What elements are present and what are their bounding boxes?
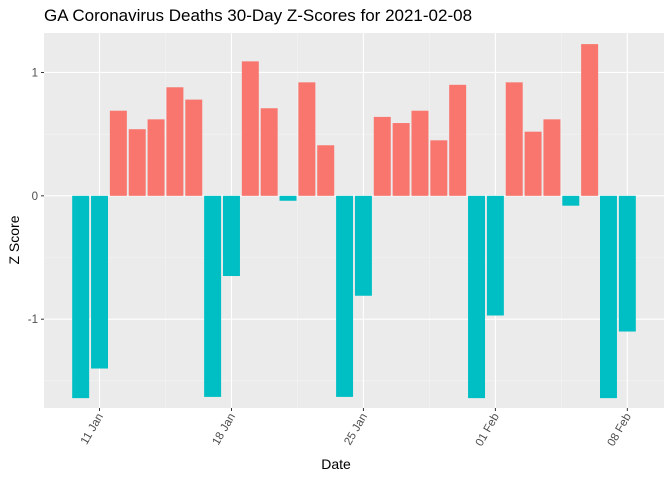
y-tick-label: 0 bbox=[32, 191, 38, 203]
x-tick-label: 01 Feb bbox=[474, 412, 502, 449]
bar bbox=[411, 110, 429, 196]
bar bbox=[505, 82, 523, 196]
bar bbox=[543, 119, 561, 196]
bar bbox=[166, 87, 184, 196]
bar bbox=[600, 195, 617, 399]
bar bbox=[317, 145, 335, 196]
bar bbox=[468, 195, 486, 399]
bar bbox=[279, 195, 297, 201]
bar bbox=[336, 195, 354, 397]
bar bbox=[147, 119, 165, 196]
bar bbox=[260, 108, 278, 196]
bar bbox=[128, 129, 146, 196]
x-tick-label: 25 Jan bbox=[342, 412, 370, 448]
bar bbox=[581, 44, 599, 196]
bar bbox=[486, 195, 504, 316]
y-axis-label: Z Score bbox=[6, 215, 22, 265]
bar bbox=[109, 110, 127, 196]
plot-panel bbox=[44, 33, 664, 408]
bar bbox=[392, 123, 410, 196]
bar bbox=[185, 99, 203, 196]
bar bbox=[449, 84, 467, 196]
bar bbox=[298, 82, 316, 196]
y-tick-label: 1 bbox=[32, 67, 38, 79]
x-axis-label: Date bbox=[321, 456, 351, 472]
bar bbox=[618, 195, 636, 332]
bar bbox=[241, 61, 259, 196]
x-tick-label: 08 Feb bbox=[606, 412, 634, 449]
x-tick-label: 11 Jan bbox=[79, 412, 106, 447]
bar bbox=[373, 116, 391, 196]
bar bbox=[354, 195, 372, 296]
bar bbox=[204, 195, 222, 397]
bar bbox=[562, 195, 580, 206]
bar bbox=[72, 195, 90, 399]
bar bbox=[222, 195, 240, 277]
x-tick-label: 18 Jan bbox=[210, 412, 238, 448]
bar bbox=[524, 131, 542, 196]
chart-title: GA Coronavirus Deaths 30-Day Z-Scores fo… bbox=[44, 6, 473, 25]
bar bbox=[430, 140, 448, 196]
bar bbox=[91, 195, 108, 369]
y-tick-label: -1 bbox=[28, 314, 38, 326]
